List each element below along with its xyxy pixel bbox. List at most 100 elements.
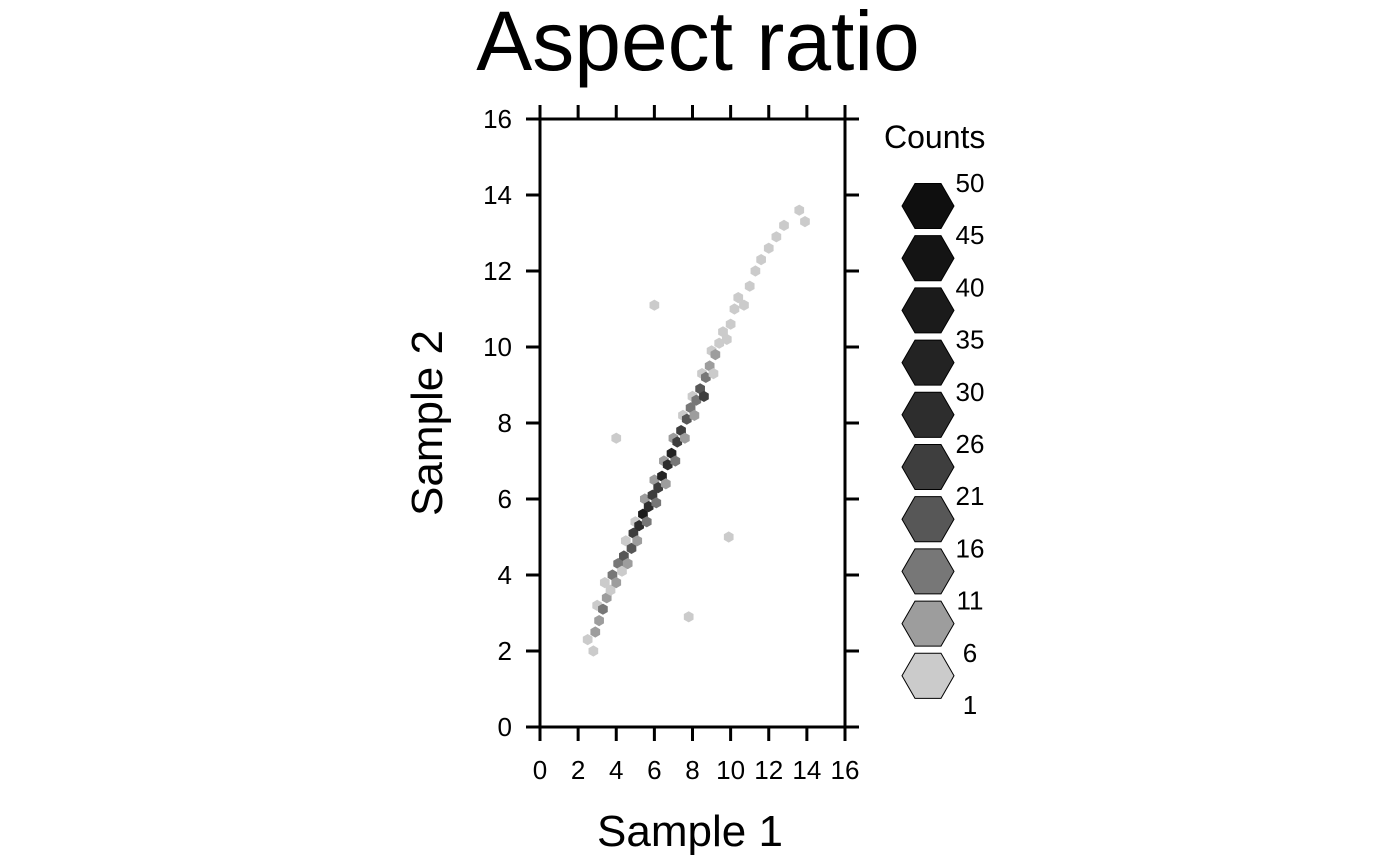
legend-level-label: 45 — [956, 220, 985, 250]
x-tick-label: 8 — [685, 755, 699, 785]
hexbin-cell — [605, 584, 616, 596]
y-tick-label: 0 — [498, 712, 512, 742]
hexbin-cell — [676, 425, 686, 437]
hexbin-cell — [725, 318, 736, 330]
legend-level-label: 30 — [956, 377, 985, 407]
hexbin-cell — [794, 204, 805, 216]
hexbin-cell — [622, 558, 633, 570]
hexbin-cell — [800, 216, 810, 228]
hexbin-cell — [708, 368, 719, 380]
legend-level-label: 11 — [957, 586, 984, 616]
hexbin-cell — [771, 231, 782, 243]
y-tick-label: 2 — [498, 636, 512, 666]
hexbin-cell — [653, 482, 664, 494]
y-tick-label: 12 — [483, 256, 512, 286]
y-tick-label: 14 — [483, 180, 512, 210]
hexbin-cell — [643, 501, 654, 513]
hexbin-cell — [672, 436, 683, 448]
hexbin-cell — [733, 292, 744, 304]
hexbin-cell — [660, 478, 671, 490]
legend-key-hex — [901, 652, 955, 699]
legend-key-hex — [901, 496, 955, 543]
hexbin-cell — [641, 516, 652, 528]
hexbin-cell — [626, 542, 637, 554]
hexbin-cell — [651, 497, 662, 509]
hexbin-cell — [619, 550, 629, 562]
legend-level-label: 6 — [963, 638, 977, 668]
hexbin-cell — [683, 611, 694, 623]
hexbin-cell — [634, 520, 644, 532]
legend-level-label: 40 — [956, 272, 985, 302]
hexbin-cell — [691, 394, 702, 406]
y-tick-label: 6 — [498, 484, 512, 514]
legend-key-hex — [901, 235, 955, 282]
x-tick-label: 0 — [533, 755, 547, 785]
hexbin-cell — [721, 333, 732, 345]
x-tick-label: 16 — [831, 755, 860, 785]
hexbin-cell — [598, 603, 608, 615]
legend-key-hex — [901, 391, 955, 438]
y-tick-label: 8 — [498, 408, 512, 438]
hexbin-cell — [714, 337, 725, 349]
hexbin-cell — [750, 265, 761, 277]
hexbin-layer — [582, 204, 810, 657]
x-tick-label: 10 — [716, 755, 745, 785]
hexbin-cell — [611, 432, 622, 444]
chart-title: Aspect ratio — [476, 0, 920, 88]
y-tick-label: 10 — [483, 332, 512, 362]
legend-level-label: 1 — [963, 690, 977, 720]
legend: Counts 50 45 40 35 30 26 21 16 11 6 1 — [884, 119, 985, 720]
x-tick-label: 4 — [609, 755, 623, 785]
hexbin-cell — [620, 535, 631, 547]
y-tick-label: 16 — [483, 104, 512, 134]
legend-key-hex — [901, 600, 955, 647]
hexbin-cell — [723, 531, 734, 543]
hexbin-cell — [710, 349, 721, 361]
y-axis: 0 2 4 6 8 10 12 14 16 — [483, 104, 859, 742]
hexbin-cell — [695, 383, 705, 395]
hexbin-cell — [662, 459, 673, 471]
hexbin-cell — [685, 402, 696, 414]
hexbin-cell — [779, 219, 789, 231]
legend-level-label: 21 — [956, 481, 985, 511]
x-tick-label: 12 — [754, 755, 783, 785]
hexbin-cell — [599, 577, 610, 589]
hexbin-cell — [744, 280, 755, 292]
x-tick-label: 14 — [792, 755, 821, 785]
hexbin-cell — [611, 577, 622, 589]
hexbin-cell — [670, 455, 681, 467]
hexbin-cell — [729, 303, 740, 315]
hexbin-cell — [617, 565, 627, 577]
legend-key-hex — [901, 443, 955, 491]
x-axis-label: Sample 1 — [597, 807, 783, 856]
x-tick-label: 2 — [571, 755, 585, 785]
legend-keys — [901, 182, 955, 699]
hexbin-cell — [681, 413, 692, 425]
hexbin-cell — [639, 493, 650, 505]
x-axis: 0 2 4 6 8 10 12 14 16 — [533, 105, 860, 785]
hexbin-cell — [582, 634, 593, 646]
hexbin-cell — [588, 645, 599, 657]
legend-key-hex — [901, 287, 955, 334]
legend-labels: 50 45 40 35 30 26 21 16 11 6 1 — [956, 168, 985, 720]
legend-level-label: 16 — [956, 533, 985, 563]
hexbin-cell — [700, 371, 711, 383]
legend-key-hex — [901, 548, 955, 595]
hexbin-cell — [632, 535, 643, 547]
hexbin-cell — [699, 390, 709, 402]
hexbin-cell — [649, 299, 660, 311]
y-axis-label: Sample 2 — [403, 330, 452, 516]
x-tick-label: 6 — [647, 755, 661, 785]
legend-level-label: 26 — [956, 429, 985, 459]
legend-level-label: 35 — [956, 325, 985, 355]
legend-key-hex — [901, 182, 955, 230]
legend-title: Counts — [884, 119, 985, 155]
hexbin-cell — [680, 432, 690, 444]
hexbin-cell — [649, 474, 660, 486]
hexbin-cell — [594, 615, 604, 627]
hexbin-cell — [763, 242, 774, 254]
hexbin-cell — [756, 254, 766, 266]
legend-level-label: 50 — [956, 168, 985, 198]
hexbin-cell — [590, 626, 601, 638]
